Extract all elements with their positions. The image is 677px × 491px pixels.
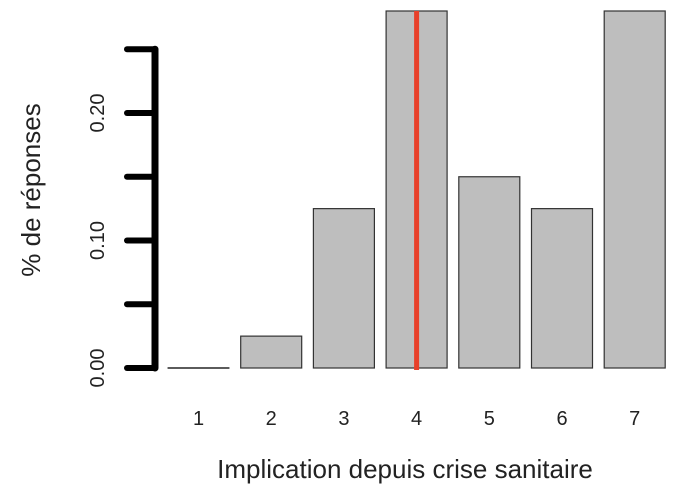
y-axis: 0.00 0.10 0.20: [87, 45, 159, 388]
y-tick-label: 0.00: [87, 349, 109, 388]
x-tick-label: 1: [193, 408, 204, 430]
x-tick-label: 7: [629, 408, 640, 430]
x-axis-label: Implication depuis crise sanitaire: [217, 454, 593, 484]
x-tick-label: 2: [266, 408, 277, 430]
x-tick-label: 4: [411, 408, 422, 430]
bar-6: [530, 208, 594, 369]
bar-2: [240, 335, 303, 369]
y-tick-label: 0.10: [87, 221, 109, 260]
x-tick-label: 5: [484, 408, 495, 430]
x-tick-label: 3: [338, 408, 349, 430]
x-tick-label: 6: [556, 408, 567, 430]
bar-3: [312, 208, 375, 369]
y-tick-label: 0.20: [87, 94, 109, 133]
bar-7: [603, 10, 666, 369]
y-axis-label: % de réponses: [16, 103, 46, 276]
x-tick-labels: 1 2 3 4 5 6 7: [193, 408, 640, 430]
bar-5: [458, 176, 521, 369]
